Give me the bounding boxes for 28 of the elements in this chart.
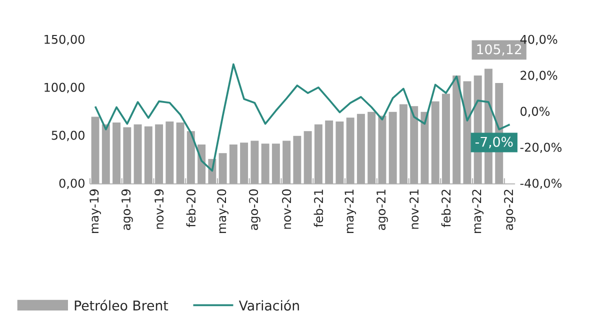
legend-label: Variación xyxy=(238,299,299,310)
y2-tick-label: 40,0% xyxy=(520,34,558,45)
x-tick-label: nov-19 xyxy=(154,189,164,229)
x-tick-label: feb-20 xyxy=(186,189,196,227)
x-tick-label: feb-21 xyxy=(314,189,324,227)
y-tick-label: 0,00 xyxy=(59,178,84,189)
x-tick-label: ago-19 xyxy=(121,189,133,230)
data-label: -7,0% xyxy=(475,136,513,148)
y2-tick-label: 0,0% xyxy=(520,106,550,117)
x-tick-label: nov-20 xyxy=(282,189,292,229)
y-tick-label: 150,00 xyxy=(44,34,84,45)
x-tick-label: may-22 xyxy=(472,190,484,233)
x-tick-label: ago-20 xyxy=(248,189,260,230)
legend-label: Petróleo Brent xyxy=(74,299,168,310)
x-tick-label: feb-22 xyxy=(441,190,451,227)
data-label: 105,12 xyxy=(477,44,522,56)
x-tick-label: nov-21 xyxy=(410,189,419,229)
x-tick-label: may-20 xyxy=(217,189,228,233)
y-tick-label: 50,00 xyxy=(52,130,84,141)
y-tick-label: 100,00 xyxy=(44,82,84,93)
x-tick-label: may-21 xyxy=(344,189,356,233)
y2-tick-label: 20,0% xyxy=(520,70,558,81)
y2-tick-label: -20,0% xyxy=(520,142,562,153)
x-tick-label: may-19 xyxy=(90,189,101,233)
x-tick-label: ago-21 xyxy=(376,189,388,230)
y2-tick-label: -40,0% xyxy=(520,178,562,189)
line-series xyxy=(94,63,511,172)
x-tick-label: ago-22 xyxy=(504,190,516,230)
